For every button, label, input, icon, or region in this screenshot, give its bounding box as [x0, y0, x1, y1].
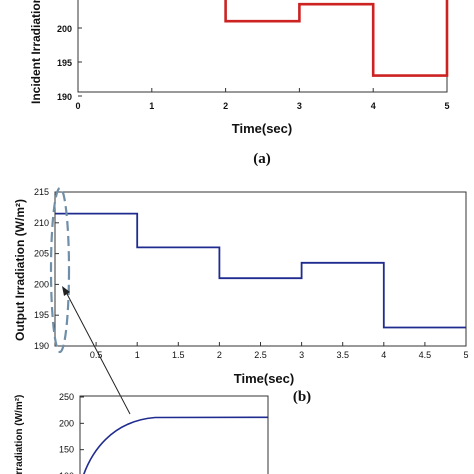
chart-b-ylabel: Output Irradiation (W/m²) [13, 199, 27, 341]
zoom-arrow-head [62, 286, 70, 296]
chart-a-xtick-label: 0 [75, 101, 80, 111]
chart-b-ytick-label: 215 [34, 187, 49, 197]
chart-a: 0 1 2 3 4 5 190 195 200 Incident Irradiation Tim… [29, 0, 450, 167]
chart-inset-frame [79, 395, 269, 474]
chart-inset-ytick-label: 200 [59, 418, 74, 428]
chart-b-ytick-label: 200 [34, 279, 49, 289]
chart-b-xtick-label: 1 [135, 350, 140, 360]
chart-b-xtick-label: 0.5 [90, 350, 103, 360]
zoom-arrow [65, 291, 131, 415]
chart-a-xtick-label: 5 [444, 101, 449, 111]
chart-b-ytick-label: 195 [34, 310, 49, 320]
chart-inset-ytick-label: 250 [59, 392, 74, 402]
chart-b-series-line [55, 212, 466, 329]
chart-a-xtick-label: 2 [223, 101, 228, 111]
chart-b-xlabel: Time(sec) [234, 371, 294, 386]
chart-inset: 100 150 200 250 Irradiation (W/m²) [14, 392, 269, 474]
chart-inset-ytick-label: 100 [59, 471, 74, 474]
chart-inset-ytick-label: 150 [59, 445, 74, 455]
chart-a-ytick-label: 190 [57, 92, 72, 102]
chart-b-xtick-label: 4.5 [419, 350, 432, 360]
chart-a-xtick-label: 1 [149, 101, 154, 111]
chart-a-frame [77, 0, 448, 93]
chart-inset-series-line [83, 416, 269, 474]
chart-b-xtick-label: 2.5 [254, 350, 267, 360]
chart-b-ytick-label: 210 [34, 218, 49, 228]
chart-a-series-line [224, 0, 449, 77]
chart-b-xtick-label: 4 [381, 350, 386, 360]
chart-a-ylabel: Incident Irradiation [29, 0, 43, 104]
chart-b-panel-label: (b) [293, 389, 311, 405]
chart-a-xlabel: Time(sec) [232, 121, 292, 136]
chart-b-xtick-label: 2 [217, 350, 222, 360]
chart-b-xtick-label: 3.5 [336, 350, 349, 360]
chart-b-xtick-label: 1.5 [172, 350, 185, 360]
chart-inset-ylabel: Irradiation (W/m²) [14, 395, 25, 474]
chart-a-xtick-label: 4 [371, 101, 376, 111]
chart-b: 0.5 1 1.5 2 2.5 3 3.5 4 4.5 5 190 195 200 205 210 215 O… [13, 186, 469, 415]
chart-b-ytick-label: 190 [34, 341, 49, 351]
chart-b-frame [54, 191, 467, 347]
chart-a-ytick-label: 195 [57, 58, 72, 68]
chart-b-xtick-label: 3 [299, 350, 304, 360]
zoom-highlight-ellipse [49, 186, 71, 354]
chart-a-xtick-label: 3 [297, 101, 302, 111]
chart-a-panel-label: (a) [253, 151, 271, 167]
chart-b-xtick-label: 5 [463, 350, 468, 360]
chart-a-ytick-label: 200 [57, 24, 72, 34]
chart-b-ytick-label: 205 [34, 249, 49, 259]
